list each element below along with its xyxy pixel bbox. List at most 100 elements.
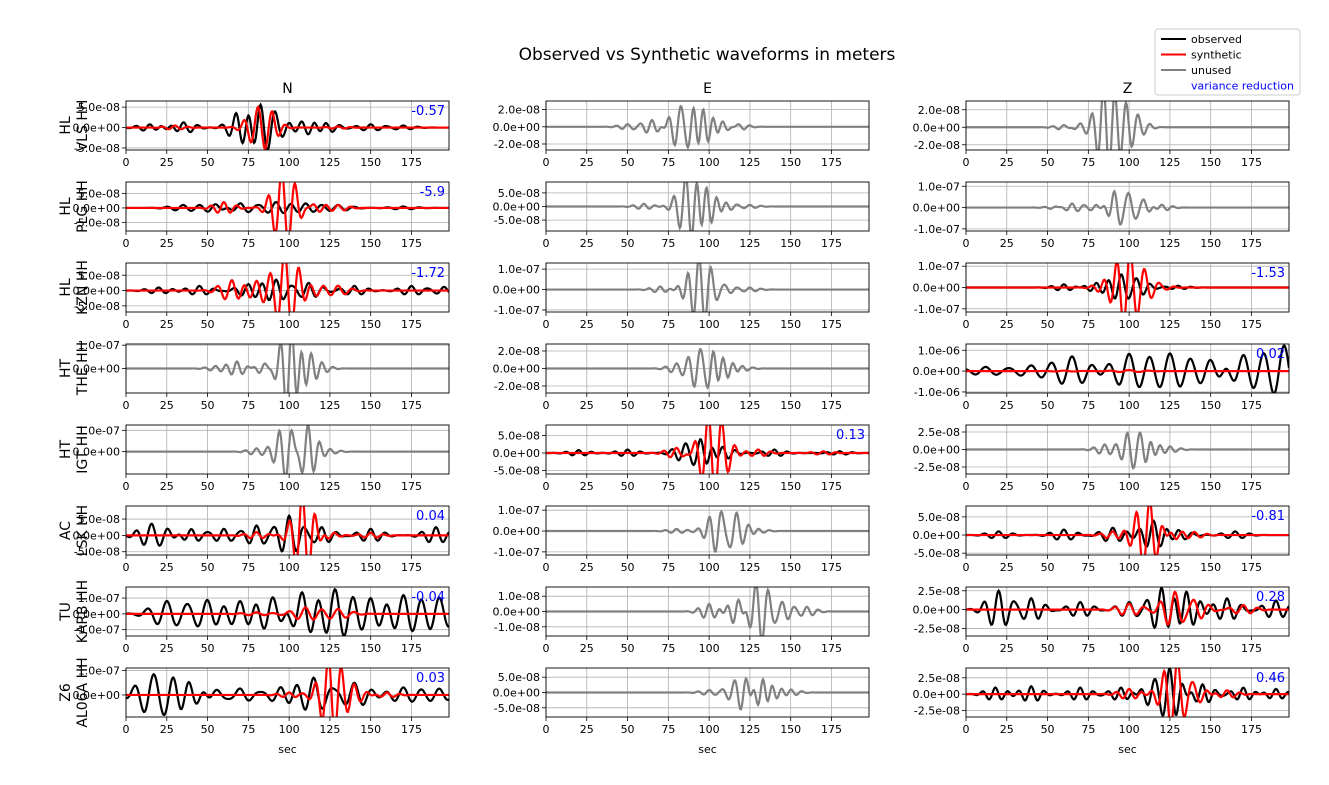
legend-entry: unused xyxy=(1161,64,1231,77)
panel-grid: HL VLS HH0 25 50 75 100 125 150 1755.0e-080.0e+0… xyxy=(58,100,1290,756)
station-row: HT THE HH 0 25 50 75 100 125 150 175 1.0e-07 0.0e+0… xyxy=(58,339,1290,412)
x-tick-label: 150 xyxy=(360,723,381,736)
unused-trace xyxy=(546,182,869,231)
x-tick-label: 100 xyxy=(279,156,300,169)
y-tick-label: 5.0e-08 xyxy=(78,188,120,201)
x-tick-label: 125 xyxy=(319,480,340,493)
x-tick-label: 50 xyxy=(201,480,215,493)
x-tick-label: 150 xyxy=(1200,237,1221,250)
panel-frame xyxy=(545,262,870,313)
waveform-panel-e: 0 25 50 75 100 125 150 175 1.0e-07 0.0e+00 -1.0e-0… xyxy=(493,262,870,331)
x-tick-label: 100 xyxy=(1119,723,1140,736)
variance-reduction-value: 0.13 xyxy=(836,428,865,443)
station-code-label: IGT HH xyxy=(75,425,91,474)
station-row: HL KZN HH 0 25 50 75 100 125 150 175 5.0e-08 0.0e+0… xyxy=(58,260,1290,331)
x-tick-label: 125 xyxy=(739,237,760,250)
y-tick-label: 0.0e+00 xyxy=(73,363,120,376)
x-tick-label: 100 xyxy=(1119,237,1140,250)
waveform-panel-z: 0 25 50 75 100 125 150 175 1.0e-07 0.0e+00 -1.0e-0… xyxy=(913,180,1290,250)
variance-reduction-value: 0.03 xyxy=(416,671,445,686)
variance-reduction-value: 0.46 xyxy=(1256,671,1285,686)
x-tick-label: 100 xyxy=(699,237,720,250)
x-tick-label: 100 xyxy=(1119,561,1140,574)
x-tick-label: 75 xyxy=(661,399,675,412)
y-tick-label: 5.0e-08 xyxy=(498,430,540,443)
x-tick-label: 0 xyxy=(543,399,550,412)
x-tick-label: 50 xyxy=(1041,318,1055,331)
x-tick-label: 75 xyxy=(661,156,675,169)
y-tick-label: -1.0e-07 xyxy=(914,223,960,236)
x-tick-label: 100 xyxy=(1119,156,1140,169)
x-tick-label: 0 xyxy=(963,642,970,655)
x-tick-label: 100 xyxy=(699,561,720,574)
y-tick-label: 0.0e+00 xyxy=(493,121,540,134)
y-tick-label: 1.0e-07 xyxy=(78,664,120,677)
column-title-n: N xyxy=(282,81,292,97)
panel-frame xyxy=(965,667,1290,718)
y-tick-label: 2.5e-08 xyxy=(918,672,960,685)
observed-trace xyxy=(966,344,1289,393)
legend: observed synthetic unused variance reductio… xyxy=(1154,28,1301,96)
x-tick-label: 100 xyxy=(279,561,300,574)
x-tick-label: 100 xyxy=(699,480,720,493)
x-tick-label: 25 xyxy=(160,723,174,736)
y-tick-label: 1.0e-07 xyxy=(78,339,120,352)
y-tick-label: 0.0e+00 xyxy=(493,363,540,376)
x-tick-label: 125 xyxy=(739,399,760,412)
y-tick-label: -1.0e-07 xyxy=(74,624,120,637)
x-tick-label: 25 xyxy=(1000,480,1014,493)
x-tick-label: 150 xyxy=(1200,318,1221,331)
grid xyxy=(965,506,1289,555)
variance-reduction-value: 0.02 xyxy=(1256,347,1285,362)
y-tick-label: 2.5e-08 xyxy=(918,585,960,598)
x-tick-label: 100 xyxy=(279,318,300,331)
y-tick-label: 1.0e-07 xyxy=(78,592,120,605)
x-tick-label: 175 xyxy=(401,399,422,412)
panel-frame xyxy=(965,100,1290,151)
x-tick-label: 125 xyxy=(1159,561,1180,574)
station-network-label: Z6 xyxy=(58,683,74,702)
y-tick-label: -2.0e-08 xyxy=(494,380,540,393)
y-tick-label: -1.0e-07 xyxy=(494,304,540,317)
y-tick-label: 0.0e+00 xyxy=(493,525,540,538)
x-tick-label: 175 xyxy=(401,480,422,493)
x-tick-label: 150 xyxy=(360,480,381,493)
x-tick-label: 25 xyxy=(580,723,594,736)
observed-trace xyxy=(126,587,449,636)
x-tick-label: 150 xyxy=(780,237,801,250)
x-tick-label: 25 xyxy=(1000,561,1014,574)
x-tick-label: 25 xyxy=(1000,723,1014,736)
y-tick-label: 5.0e-08 xyxy=(498,671,540,684)
x-tick-label: 125 xyxy=(319,723,340,736)
x-tick-label: 25 xyxy=(160,318,174,331)
unused-trace xyxy=(126,344,449,393)
x-tick-label: 75 xyxy=(241,399,255,412)
legend-label: synthetic xyxy=(1191,49,1242,62)
x-tick-label: 150 xyxy=(1200,156,1221,169)
waveform-panel-e: 0 25 50 75 100 125 150 175 1.0e-08 0.0e+00 -1.0e-0… xyxy=(493,586,870,655)
waveform-panel-z: 0 25 50 75 100 125 150 175 2.5e-08 0.0e+00 -2.5e-0… xyxy=(913,585,1290,655)
x-tick-label: 50 xyxy=(201,399,215,412)
waveform-panel-n: 0 25 50 75 100 125 150 175 1.0e-07 0.0e+00 -1.0e-0… xyxy=(73,586,450,655)
x-tick-label: 175 xyxy=(1241,480,1262,493)
column-title-e: E xyxy=(703,81,712,97)
y-tick-label: -2.5e-08 xyxy=(914,461,960,474)
station-code-label: KZN HH xyxy=(75,260,91,315)
x-tick-label: 25 xyxy=(1000,237,1014,250)
x-tick-label: 0 xyxy=(543,480,550,493)
unused-trace xyxy=(126,425,449,474)
panel-frame xyxy=(965,343,1290,394)
x-tick-label: 175 xyxy=(821,480,842,493)
y-tick-label: 1.0e-07 xyxy=(498,504,540,517)
waveform-panel-e: 0 25 50 75 100 125 150 175 2.0e-08 0.0e+00 -2.0e-0… xyxy=(493,100,870,169)
waveform-panel-e: 0 25 50 75 100 125 150 175 2.0e-08 0.0e+00 -2.0e-0… xyxy=(493,343,870,412)
station-network-label: HL xyxy=(58,278,74,297)
x-tick-label: 100 xyxy=(1119,399,1140,412)
x-tick-label: 0 xyxy=(543,318,550,331)
unused-trace xyxy=(546,263,869,312)
x-tick-label: 125 xyxy=(1159,237,1180,250)
synthetic-trace xyxy=(966,590,1289,626)
y-tick-label: 0.0e+00 xyxy=(493,201,540,214)
waveform-panel-n: 0 25 50 75 100 125 150 175 1.0e-07 0.0e+00 0.03 sec xyxy=(73,664,450,756)
y-tick-label: 0.0e+00 xyxy=(73,446,120,459)
